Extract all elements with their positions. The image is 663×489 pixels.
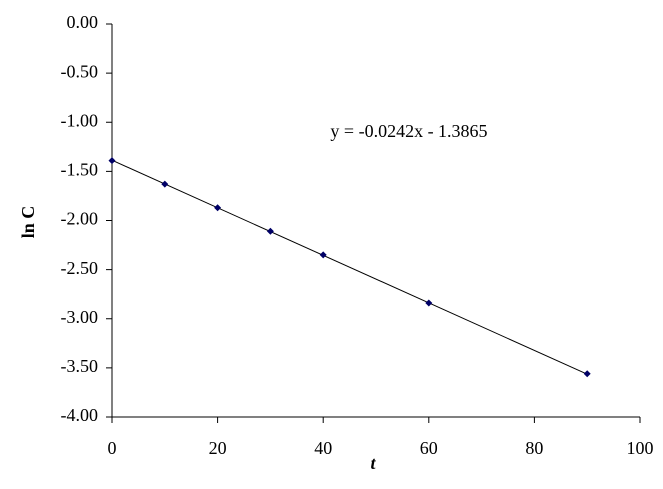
x-tick-label: 100 — [627, 438, 654, 458]
y-tick-label: -2.00 — [61, 209, 99, 229]
data-point — [266, 227, 274, 235]
y-tick-label: -2.50 — [61, 258, 99, 278]
data-point — [319, 251, 327, 259]
trendline — [111, 159, 588, 375]
y-tick-label: -1.00 — [61, 110, 99, 130]
x-tick-label: 40 — [314, 438, 332, 458]
equation-annotation: y = -0.0242x - 1.3865 — [330, 121, 487, 141]
data-point — [425, 299, 433, 307]
data-point — [161, 180, 169, 188]
y-tick-label: -1.50 — [61, 160, 99, 180]
y-axis-label: ln C — [18, 206, 38, 239]
x-tick-label: 80 — [525, 438, 543, 458]
y-tick-label: -4.00 — [61, 405, 99, 425]
y-tick-label: -0.50 — [61, 61, 99, 81]
x-tick-label: 20 — [209, 438, 227, 458]
y-tick-label: -3.00 — [61, 307, 99, 327]
x-axis-label: t — [370, 453, 376, 473]
x-tick-label: 0 — [108, 438, 117, 458]
y-tick-label: 0.00 — [67, 12, 99, 32]
data-point — [214, 204, 222, 212]
y-tick-label: -3.50 — [61, 356, 99, 376]
data-point — [583, 370, 591, 378]
data-point — [108, 157, 116, 165]
x-tick-label: 60 — [420, 438, 438, 458]
